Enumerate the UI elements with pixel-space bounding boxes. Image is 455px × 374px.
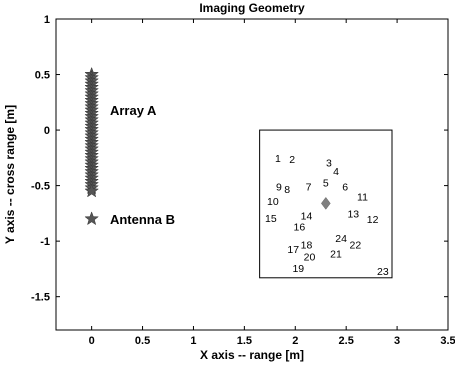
target-label: 14 <box>301 211 313 223</box>
target-label: 12 <box>367 214 379 226</box>
antenna-b-label: Antenna B <box>110 212 175 227</box>
target-label: 3 <box>326 157 332 169</box>
y-tick-label: 0.5 <box>35 70 50 82</box>
target-label: 1 <box>275 153 281 165</box>
target-label: 23 <box>377 266 389 278</box>
axes-frame <box>55 18 449 331</box>
target-label: 17 <box>287 244 299 256</box>
target-label: 10 <box>267 196 279 208</box>
target-label: 21 <box>330 248 342 260</box>
chart-title: Imaging Geometry <box>199 1 305 15</box>
x-tick-label: 1 <box>190 335 196 347</box>
target-label: 19 <box>292 263 304 275</box>
x-tick-label: 3 <box>394 335 400 347</box>
x-tick-label: 2.5 <box>339 335 354 347</box>
x-tick-label: 1.5 <box>237 335 252 347</box>
scene-box-layer <box>259 129 393 279</box>
target-label: 2 <box>289 154 295 166</box>
target-label: 7 <box>306 182 312 194</box>
target-label: 8 <box>284 184 290 196</box>
antenna-b-marker <box>84 211 99 226</box>
array-a-element-marker <box>84 183 99 198</box>
scene-center-marker <box>321 196 331 210</box>
y-tick-label: -1.5 <box>31 292 50 304</box>
scene-box <box>259 129 393 279</box>
array-a-label: Array A <box>110 103 157 118</box>
target-label: 22 <box>350 239 362 251</box>
target-label: 11 <box>357 192 368 204</box>
x-tick-label: 3.5 <box>440 335 455 347</box>
y-tick-label: 1 <box>44 14 50 26</box>
x-tick-label: 0 <box>89 335 95 347</box>
x-axis-label: X axis -- range [m] <box>200 348 304 362</box>
target-label: 5 <box>323 177 329 189</box>
target-label: 20 <box>304 252 316 264</box>
x-tick-label: 2 <box>292 335 298 347</box>
target-label: 13 <box>347 208 359 220</box>
y-tick-label: 0 <box>44 125 50 137</box>
y-axis-label: Y axis -- cross range [m] <box>3 105 17 244</box>
target-label: 15 <box>265 213 277 225</box>
target-label: 9 <box>276 182 282 194</box>
target-label: 18 <box>301 239 313 251</box>
target-label: 24 <box>335 233 347 245</box>
target-label: 4 <box>333 166 339 178</box>
y-tick-label: -1 <box>40 236 50 248</box>
x-tick-label: 0.5 <box>135 335 150 347</box>
target-label: 6 <box>342 182 348 194</box>
y-tick-label: -0.5 <box>31 181 50 193</box>
target-label: 16 <box>294 222 306 234</box>
axis-ticks: 0 0.5 1 1.5 2 2.5 3 3.5 1 0.5 0 -0.5 -1 -1.5 <box>31 14 455 347</box>
